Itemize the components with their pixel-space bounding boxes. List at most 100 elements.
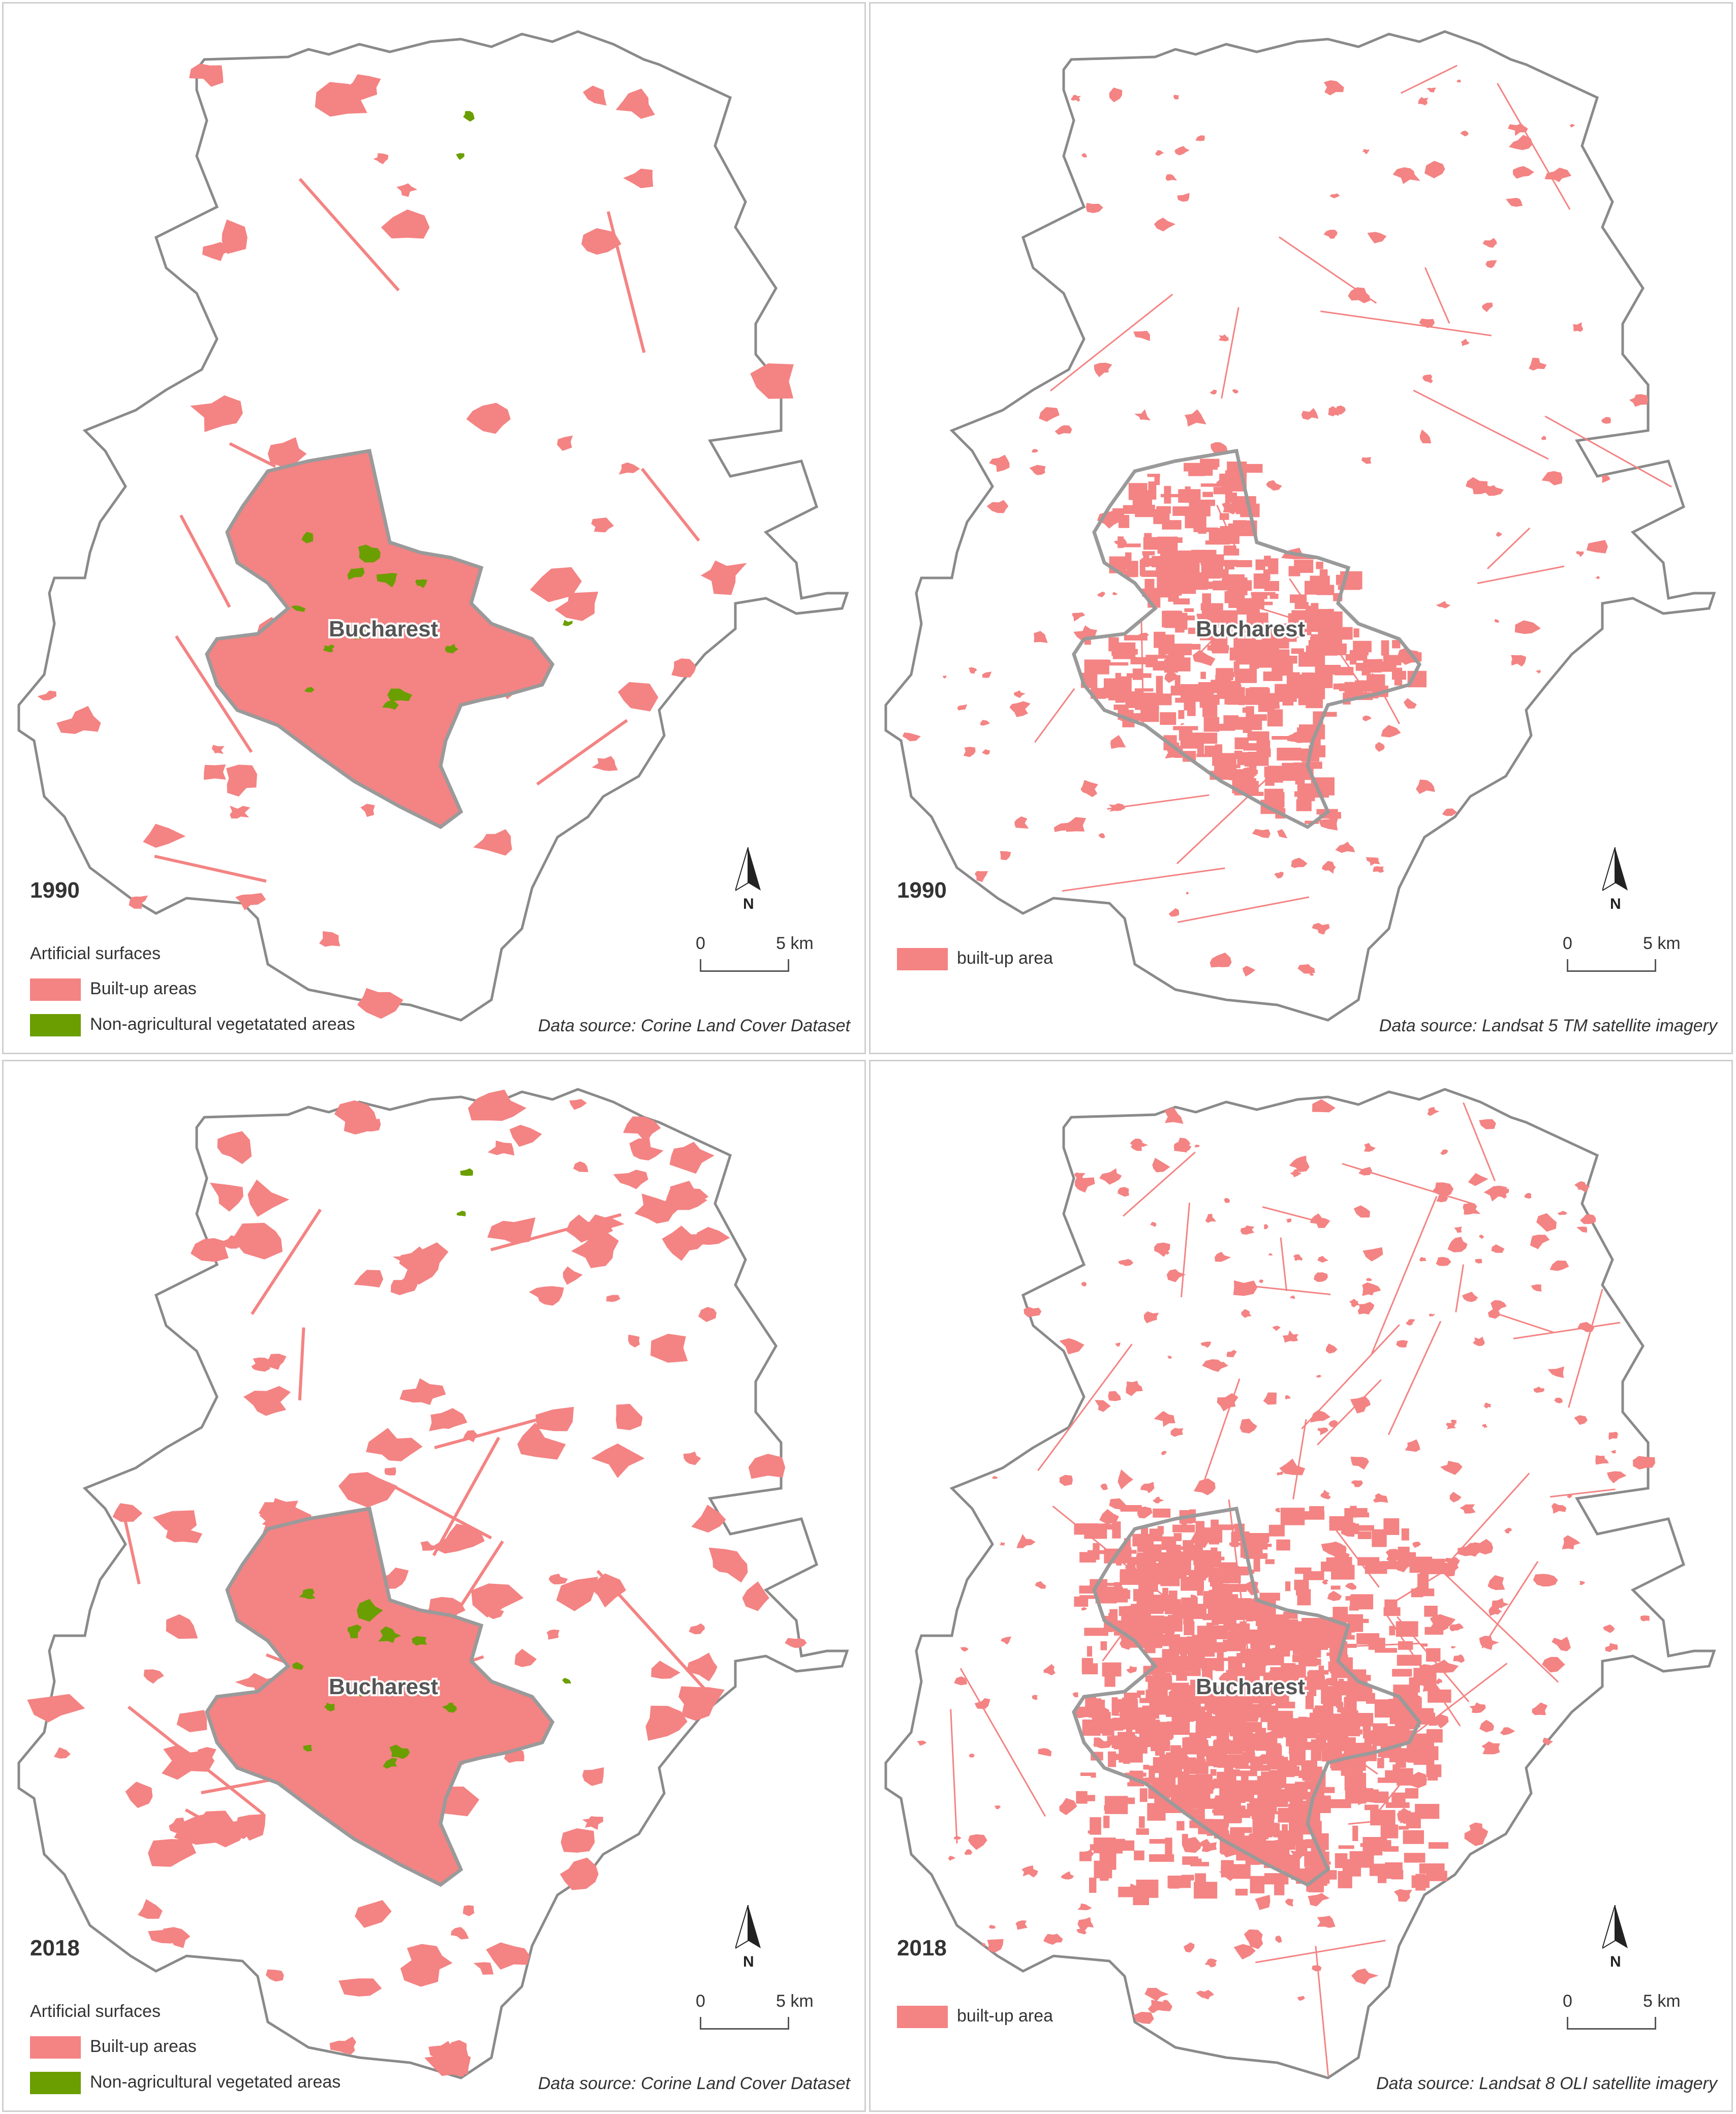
built-up-patch: [1167, 1356, 1172, 1359]
built-up-patch: [1405, 1439, 1420, 1452]
built-up-patch: [420, 1541, 439, 1551]
built-up-patch: [1301, 1717, 1312, 1728]
built-up-patch: [1429, 1313, 1435, 1317]
built-up-patch: [1298, 1772, 1304, 1778]
built-up-patch: [1134, 1707, 1155, 1719]
built-up-patch: [1173, 1143, 1192, 1152]
built-up-patch: [1266, 1800, 1275, 1806]
built-up-patch: [1317, 1255, 1329, 1263]
built-up-patch: [1211, 1606, 1229, 1618]
built-up-patch: [1094, 1737, 1100, 1747]
built-up-corridor: [1320, 310, 1492, 336]
built-up-patch: [634, 1193, 680, 1224]
built-up-patch: [1164, 671, 1179, 683]
built-up-patch: [1177, 1771, 1190, 1778]
built-up-patch: [176, 1710, 207, 1732]
built-up-patch: [1326, 1652, 1336, 1656]
built-up-patch: [1167, 1721, 1190, 1735]
built-up-corridor: [959, 1668, 1046, 1817]
built-up-corridor: [1481, 1560, 1539, 1649]
built-up-patch: [1574, 1415, 1588, 1425]
built-up-patch: [1427, 1107, 1440, 1116]
built-up-patch: [1171, 1773, 1178, 1779]
built-up-patch: [1602, 475, 1610, 483]
built-up-patch: [1297, 1996, 1305, 2001]
built-up-patch: [1214, 1362, 1228, 1369]
built-up-patch: [1401, 1528, 1409, 1541]
built-up-patch: [1161, 1451, 1167, 1455]
built-up-patch: [1396, 1730, 1416, 1736]
built-up-patch: [1196, 754, 1212, 757]
built-up-patch: [1314, 1793, 1321, 1806]
built-up-patch: [1200, 483, 1224, 487]
built-up-patch: [980, 720, 990, 726]
built-up-patch: [217, 1131, 252, 1165]
built-up-patch: [1562, 1535, 1580, 1550]
built-up-patch: [1301, 408, 1319, 420]
built-up-patch: [1528, 357, 1547, 371]
built-up-patch: [1038, 1748, 1052, 1757]
built-up-corridor: [434, 1411, 564, 1450]
built-up-patch: [1223, 548, 1239, 556]
built-up-patch: [1177, 193, 1190, 202]
vegetated-patch: [389, 1744, 410, 1759]
built-up-patch: [1157, 536, 1178, 554]
map-canvas: Bucharest: [17, 1088, 849, 2079]
built-up-patch: [143, 1669, 164, 1684]
built-up-patch: [1106, 1588, 1128, 1603]
built-up-patch: [1081, 153, 1087, 158]
built-up-patch: [1153, 509, 1170, 525]
built-up-patch: [1172, 1524, 1195, 1533]
built-up-patch: [1119, 1557, 1144, 1563]
built-up-patch: [1314, 1872, 1336, 1879]
built-up-patch: [1419, 318, 1435, 328]
built-up-patch: [708, 1547, 748, 1583]
built-up-patch: [1074, 1596, 1089, 1607]
built-up-corridor: [1446, 1473, 1530, 1566]
built-up-patch: [1156, 655, 1182, 659]
built-up-patch: [1205, 1214, 1216, 1223]
built-up-patch: [1164, 1540, 1170, 1544]
built-up-patch: [1115, 1754, 1126, 1760]
built-up-patch: [390, 560, 419, 578]
built-up-patch: [1418, 97, 1429, 106]
built-up-patch: [1145, 1615, 1164, 1619]
vegetated-patch: [562, 1677, 571, 1684]
built-up-patch: [1215, 1556, 1225, 1560]
built-up-patch: [1363, 1143, 1376, 1152]
built-up-patch: [1366, 1693, 1375, 1704]
built-up-patch: [1278, 1757, 1288, 1763]
built-up-patch: [561, 1828, 595, 1853]
built-up-patch: [1061, 1871, 1074, 1880]
built-up-patch: [1453, 1654, 1465, 1663]
built-up-patch: [1244, 1929, 1263, 1949]
built-up-patch: [1377, 1872, 1387, 1883]
built-up-patch: [1353, 1205, 1371, 1218]
built-up-corridor: [1385, 1613, 1461, 1727]
built-up-patch: [1228, 1695, 1245, 1707]
built-up-patch: [1137, 1690, 1145, 1695]
built-up-patch: [1151, 1740, 1170, 1752]
built-up-patch: [1171, 1684, 1177, 1688]
built-up-patch: [1184, 693, 1194, 711]
built-up-patch: [1344, 1570, 1352, 1578]
built-up-patch: [1212, 645, 1229, 654]
city-boundary: [205, 449, 555, 830]
built-up-patch: [1173, 726, 1198, 730]
built-up-patch: [1098, 833, 1105, 839]
built-up-patch: [1601, 417, 1611, 424]
built-up-patch: [1273, 705, 1280, 709]
built-up-patch: [166, 1614, 198, 1639]
built-up-corridor: [1176, 774, 1272, 865]
built-up-patch: [1319, 652, 1325, 666]
built-up-patch: [1416, 779, 1435, 794]
built-up-patch: [1124, 571, 1136, 577]
built-up-patch: [1247, 731, 1269, 741]
built-up-patch: [1315, 1705, 1332, 1721]
built-up-patch: [1536, 669, 1541, 674]
built-up-corridor: [1052, 1505, 1182, 1610]
built-up-patch: [1296, 799, 1312, 811]
built-up-patch: [1125, 1559, 1138, 1571]
built-up-patch: [1162, 1678, 1168, 1687]
vegetated-patch: [352, 630, 366, 639]
